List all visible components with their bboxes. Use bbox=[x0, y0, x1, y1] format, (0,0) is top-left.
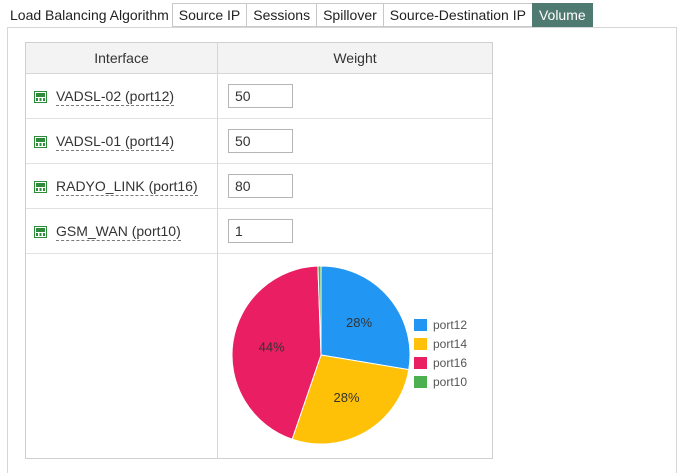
legend-label-port10[interactable]: port10 bbox=[433, 375, 467, 389]
legend-label-port12[interactable]: port12 bbox=[433, 318, 467, 332]
legend-swatch-port16 bbox=[414, 357, 427, 369]
interface-cell: RADYO_LINK (port16) bbox=[34, 177, 198, 197]
pie-slice-port16[interactable] bbox=[231, 265, 322, 440]
interface-link-port10[interactable]: GSM_WAN (port10) bbox=[56, 223, 181, 241]
interface-column-header: Interface bbox=[94, 50, 149, 66]
interface-weight-table: Interface Weight VADSL-02 (port12) VADSL… bbox=[25, 42, 493, 459]
pie-slice-port12[interactable] bbox=[320, 265, 411, 371]
network-port-icon bbox=[34, 136, 47, 148]
column-divider bbox=[217, 43, 218, 458]
legend-label-port14[interactable]: port14 bbox=[433, 337, 467, 351]
tab-bar: Load Balancing Algorithm Source IP Sessi… bbox=[8, 3, 593, 27]
table-row: RADYO_LINK (port16) bbox=[26, 164, 492, 209]
interface-link-port16[interactable]: RADYO_LINK (port16) bbox=[56, 178, 198, 196]
table-row: GSM_WAN (port10) bbox=[26, 209, 492, 254]
pie-label-port14: 28% bbox=[333, 390, 359, 405]
pie-label-port16: 44% bbox=[259, 340, 285, 355]
interface-link-port12[interactable]: VADSL-02 (port12) bbox=[56, 88, 175, 106]
network-port-icon bbox=[34, 226, 47, 238]
pie-label-port12: 28% bbox=[346, 315, 372, 330]
tab-volume[interactable]: Volume bbox=[531, 3, 593, 27]
weight-input-port12[interactable] bbox=[228, 84, 293, 108]
table-row: VADSL-01 (port14) bbox=[26, 119, 492, 164]
tab-source-destination-ip[interactable]: Source-Destination IP bbox=[382, 3, 533, 27]
legend-swatch-port14 bbox=[414, 338, 427, 350]
legend-swatch-port10 bbox=[414, 376, 427, 388]
network-port-icon bbox=[34, 181, 47, 193]
legend-swatch-port12 bbox=[414, 319, 427, 331]
table-header: Interface Weight bbox=[26, 43, 492, 74]
network-port-icon bbox=[34, 91, 47, 103]
weight-column-header: Weight bbox=[333, 50, 377, 66]
tab-source-ip[interactable]: Source IP bbox=[171, 3, 248, 27]
pie-slice-port10[interactable] bbox=[317, 265, 322, 356]
weight-input-port16[interactable] bbox=[228, 174, 293, 198]
load-balancing-algorithm-label: Load Balancing Algorithm bbox=[10, 7, 169, 23]
legend-label-port16[interactable]: port16 bbox=[433, 356, 467, 370]
pie-slice-port14[interactable] bbox=[291, 354, 410, 445]
weight-input-port14[interactable] bbox=[228, 129, 293, 153]
weight-input-port10[interactable] bbox=[228, 219, 293, 243]
interface-cell: VADSL-01 (port14) bbox=[34, 132, 175, 152]
volume-pie-chart: 28% 28% 44% port12 port14 port16 port10 bbox=[231, 265, 467, 445]
table-row: VADSL-02 (port12) bbox=[26, 74, 492, 119]
tab-sessions[interactable]: Sessions bbox=[246, 3, 318, 27]
interface-cell: GSM_WAN (port10) bbox=[34, 222, 181, 242]
tab-spillover[interactable]: Spillover bbox=[316, 3, 384, 27]
interface-cell: VADSL-02 (port12) bbox=[34, 87, 175, 107]
interface-link-port14[interactable]: VADSL-01 (port14) bbox=[56, 133, 175, 151]
